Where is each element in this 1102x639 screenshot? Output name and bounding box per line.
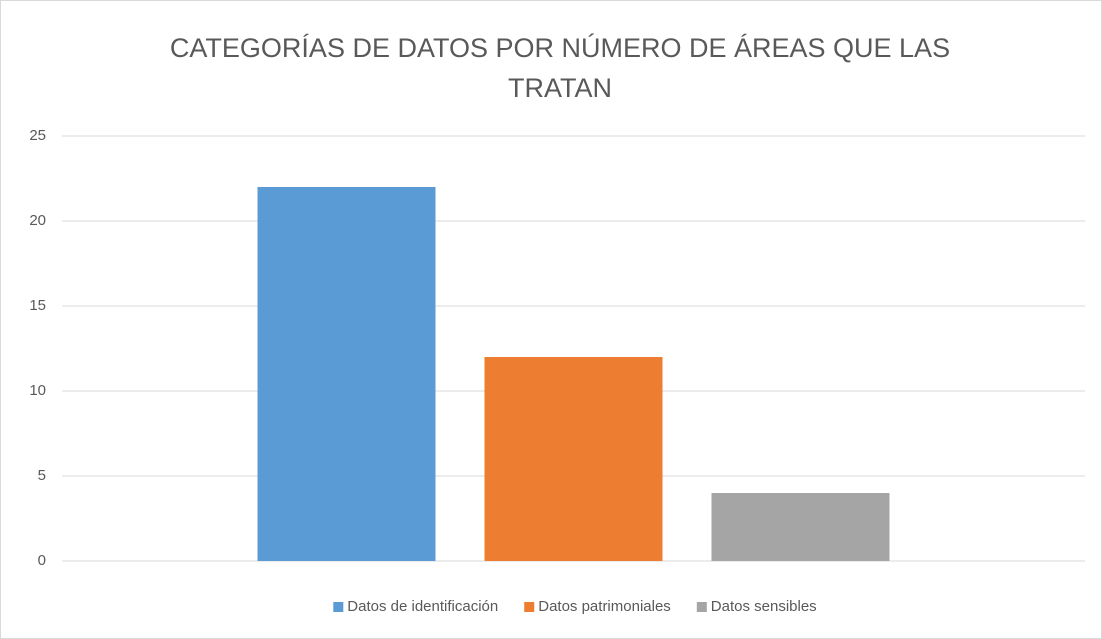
chart-title: CATEGORÍAS DE DATOS POR NÚMERO DE ÁREAS … xyxy=(169,33,951,103)
y-tick-label: 10 xyxy=(29,382,46,399)
legend-label: Datos de identificación xyxy=(347,598,498,615)
legend-swatch xyxy=(333,602,344,612)
bar xyxy=(484,357,663,561)
legend-label: Datos patrimoniales xyxy=(538,598,671,615)
y-tick-label: 5 xyxy=(38,467,46,484)
legend-label: Datos sensibles xyxy=(711,598,817,615)
y-tick-label: 15 xyxy=(29,297,46,314)
legend-swatch xyxy=(696,602,707,612)
bar xyxy=(257,187,436,561)
legend-swatch xyxy=(524,602,535,612)
y-tick-label: 25 xyxy=(29,127,46,144)
y-tick-label: 20 xyxy=(29,212,46,229)
y-tick-label: 0 xyxy=(38,552,46,569)
bar xyxy=(711,493,890,561)
